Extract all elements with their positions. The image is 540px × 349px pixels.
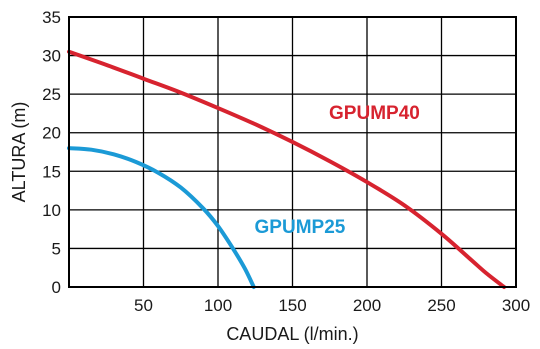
x-tick-label: 100	[204, 296, 232, 315]
series-line-gpump40	[67, 49, 507, 289]
y-tick-label: 35	[42, 8, 61, 27]
x-tick-label: 50	[134, 296, 153, 315]
series-label-gpump25: GPUMP25	[255, 217, 346, 238]
grid	[69, 17, 516, 287]
y-tick-label: 15	[42, 162, 61, 181]
x-tick-label: 150	[278, 296, 306, 315]
y-axis-label: ALTURA (m)	[9, 102, 29, 203]
y-tick-label: 10	[42, 201, 61, 220]
y-tick-label: 20	[42, 124, 61, 143]
x-tick-label: 200	[353, 296, 381, 315]
x-tick-label: 250	[427, 296, 455, 315]
plot-frame	[68, 16, 517, 288]
x-tick-labels: 50 100 150 200 250 300	[134, 296, 530, 315]
x-tick-label: 300	[502, 296, 530, 315]
series-label-gpump40: GPUMP40	[329, 103, 420, 124]
series-line-gpump25	[67, 146, 256, 289]
y-tick-label: 5	[52, 239, 61, 258]
x-axis-label: CAUDAL (l/min.)	[226, 324, 358, 344]
series-lines	[67, 49, 507, 289]
y-tick-label: 25	[42, 85, 61, 104]
y-tick-label: 30	[42, 47, 61, 66]
y-tick-label: 0	[52, 278, 61, 297]
y-tick-labels: 0 5 10 15 20 25 30 35	[42, 8, 61, 297]
